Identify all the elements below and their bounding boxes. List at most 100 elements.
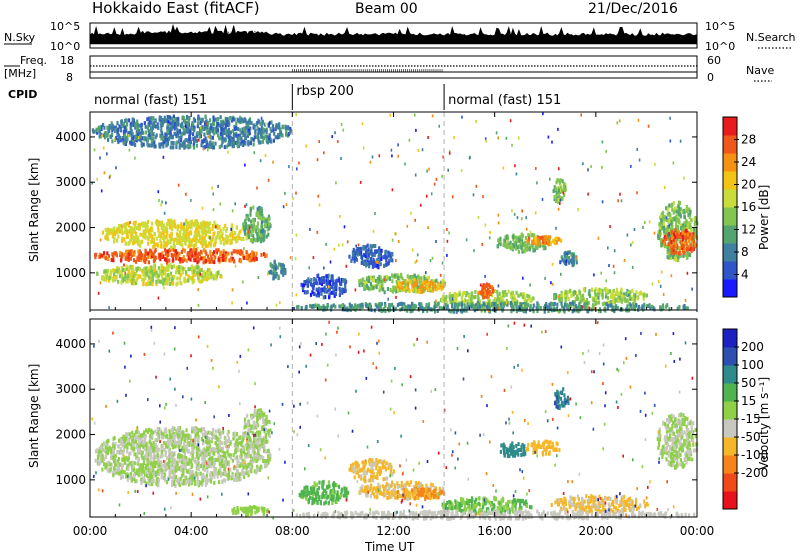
heatmap-cell [684, 215, 686, 219]
colorbar-swatch [723, 207, 737, 226]
heatmap-cell [370, 282, 372, 286]
heatmap-cell [485, 140, 487, 143]
heatmap-cell [289, 130, 291, 134]
heatmap-cell [524, 241, 526, 245]
heatmap-cell [235, 134, 237, 138]
heatmap-cell [151, 222, 153, 226]
heatmap-cell [331, 285, 333, 289]
heatmap-cell [423, 277, 425, 281]
heatmap-cell [542, 112, 544, 115]
heatmap-cell [678, 220, 680, 224]
heatmap-cell [116, 121, 118, 125]
heatmap-cell [575, 256, 577, 259]
heatmap-cell [212, 122, 214, 126]
heatmap-cell [617, 121, 619, 124]
heatmap-cell [442, 262, 444, 265]
heatmap-cell [373, 230, 375, 233]
heatmap-cell [401, 286, 403, 290]
heatmap-cell [174, 118, 176, 122]
heatmap-cell [169, 282, 171, 286]
heatmap-cell [227, 151, 229, 154]
heatmap-cell [217, 117, 219, 121]
heatmap-cell [231, 252, 233, 256]
heatmap-cell [411, 275, 413, 279]
heatmap-cell [584, 306, 586, 310]
heatmap-cell [679, 235, 681, 239]
heatmap-cell [232, 288, 234, 291]
heatmap-cell [193, 235, 195, 239]
heatmap-cell [652, 283, 654, 286]
heatmap-cell [162, 282, 164, 286]
heatmap-cell [135, 232, 137, 236]
heatmap-cell [205, 259, 207, 263]
heatmap-cell [212, 224, 214, 228]
heatmap-cell [340, 157, 342, 160]
freq-tick-top: 18 [60, 54, 74, 67]
heatmap-cell [209, 260, 211, 264]
heatmap-cell [478, 216, 480, 219]
heatmap-cell [381, 282, 383, 286]
heatmap-cell [663, 293, 665, 296]
heatmap-cell [553, 295, 555, 299]
heatmap-cell [334, 131, 336, 134]
heatmap-cell [568, 297, 570, 301]
heatmap-cell [558, 208, 560, 211]
heatmap-cell [592, 304, 594, 308]
heatmap-cell [142, 222, 144, 226]
heatmap-cell [439, 306, 441, 310]
heatmap-cell [272, 161, 274, 164]
heatmap-cell [440, 274, 442, 277]
heatmap-cell [119, 251, 121, 255]
heatmap-cell [323, 151, 325, 154]
heatmap-cell [171, 232, 173, 236]
heatmap-cell [249, 213, 251, 217]
heatmap-cell [295, 257, 297, 260]
heatmap-cell [206, 129, 208, 133]
heatmap-cell [380, 257, 382, 261]
nave-label: Nave [746, 64, 774, 77]
heatmap-cell [311, 305, 313, 309]
heatmap-cell [181, 122, 183, 126]
heatmap-cell [305, 145, 307, 148]
heatmap-cell [204, 277, 206, 281]
heatmap-cell [482, 243, 484, 246]
heatmap-cell [558, 192, 560, 196]
heatmap-cell [190, 199, 192, 202]
heatmap-cell [244, 219, 246, 223]
heatmap-cell [191, 268, 193, 272]
heatmap-cell [668, 243, 670, 247]
heatmap-cell [370, 161, 372, 164]
heatmap-cell [257, 207, 259, 211]
heatmap-cell [239, 116, 241, 119]
heatmap-cell [556, 240, 558, 244]
heatmap-cell [152, 116, 154, 120]
heatmap-cell [248, 119, 250, 123]
heatmap-cell [407, 283, 409, 287]
heatmap-cell [661, 232, 663, 235]
heatmap-cell [272, 124, 274, 128]
heatmap-cell [514, 164, 516, 167]
heatmap-cell [213, 278, 215, 281]
cpid-segment-label: normal (fast) 151 [448, 93, 561, 108]
heatmap-cell [387, 251, 389, 255]
heatmap-cell [598, 237, 600, 240]
heatmap-cell [326, 282, 328, 286]
heatmap-cell [105, 256, 107, 260]
heatmap-cell [529, 284, 531, 287]
heatmap-cell [668, 203, 670, 207]
beam-label: Beam 00 [355, 1, 418, 17]
heatmap-cell [563, 182, 565, 186]
heatmap-cell [220, 275, 222, 279]
heatmap-cell [565, 260, 567, 263]
heatmap-cell [202, 226, 204, 230]
heatmap-cell [231, 301, 233, 304]
heatmap-cell [517, 216, 519, 219]
heatmap-cell [463, 300, 465, 304]
heatmap-cell [430, 259, 432, 262]
heatmap-cell [493, 302, 495, 306]
heatmap-cell [230, 228, 232, 231]
heatmap-cell [120, 281, 122, 285]
heatmap-cell [172, 146, 174, 150]
heatmap-cell [673, 239, 675, 242]
